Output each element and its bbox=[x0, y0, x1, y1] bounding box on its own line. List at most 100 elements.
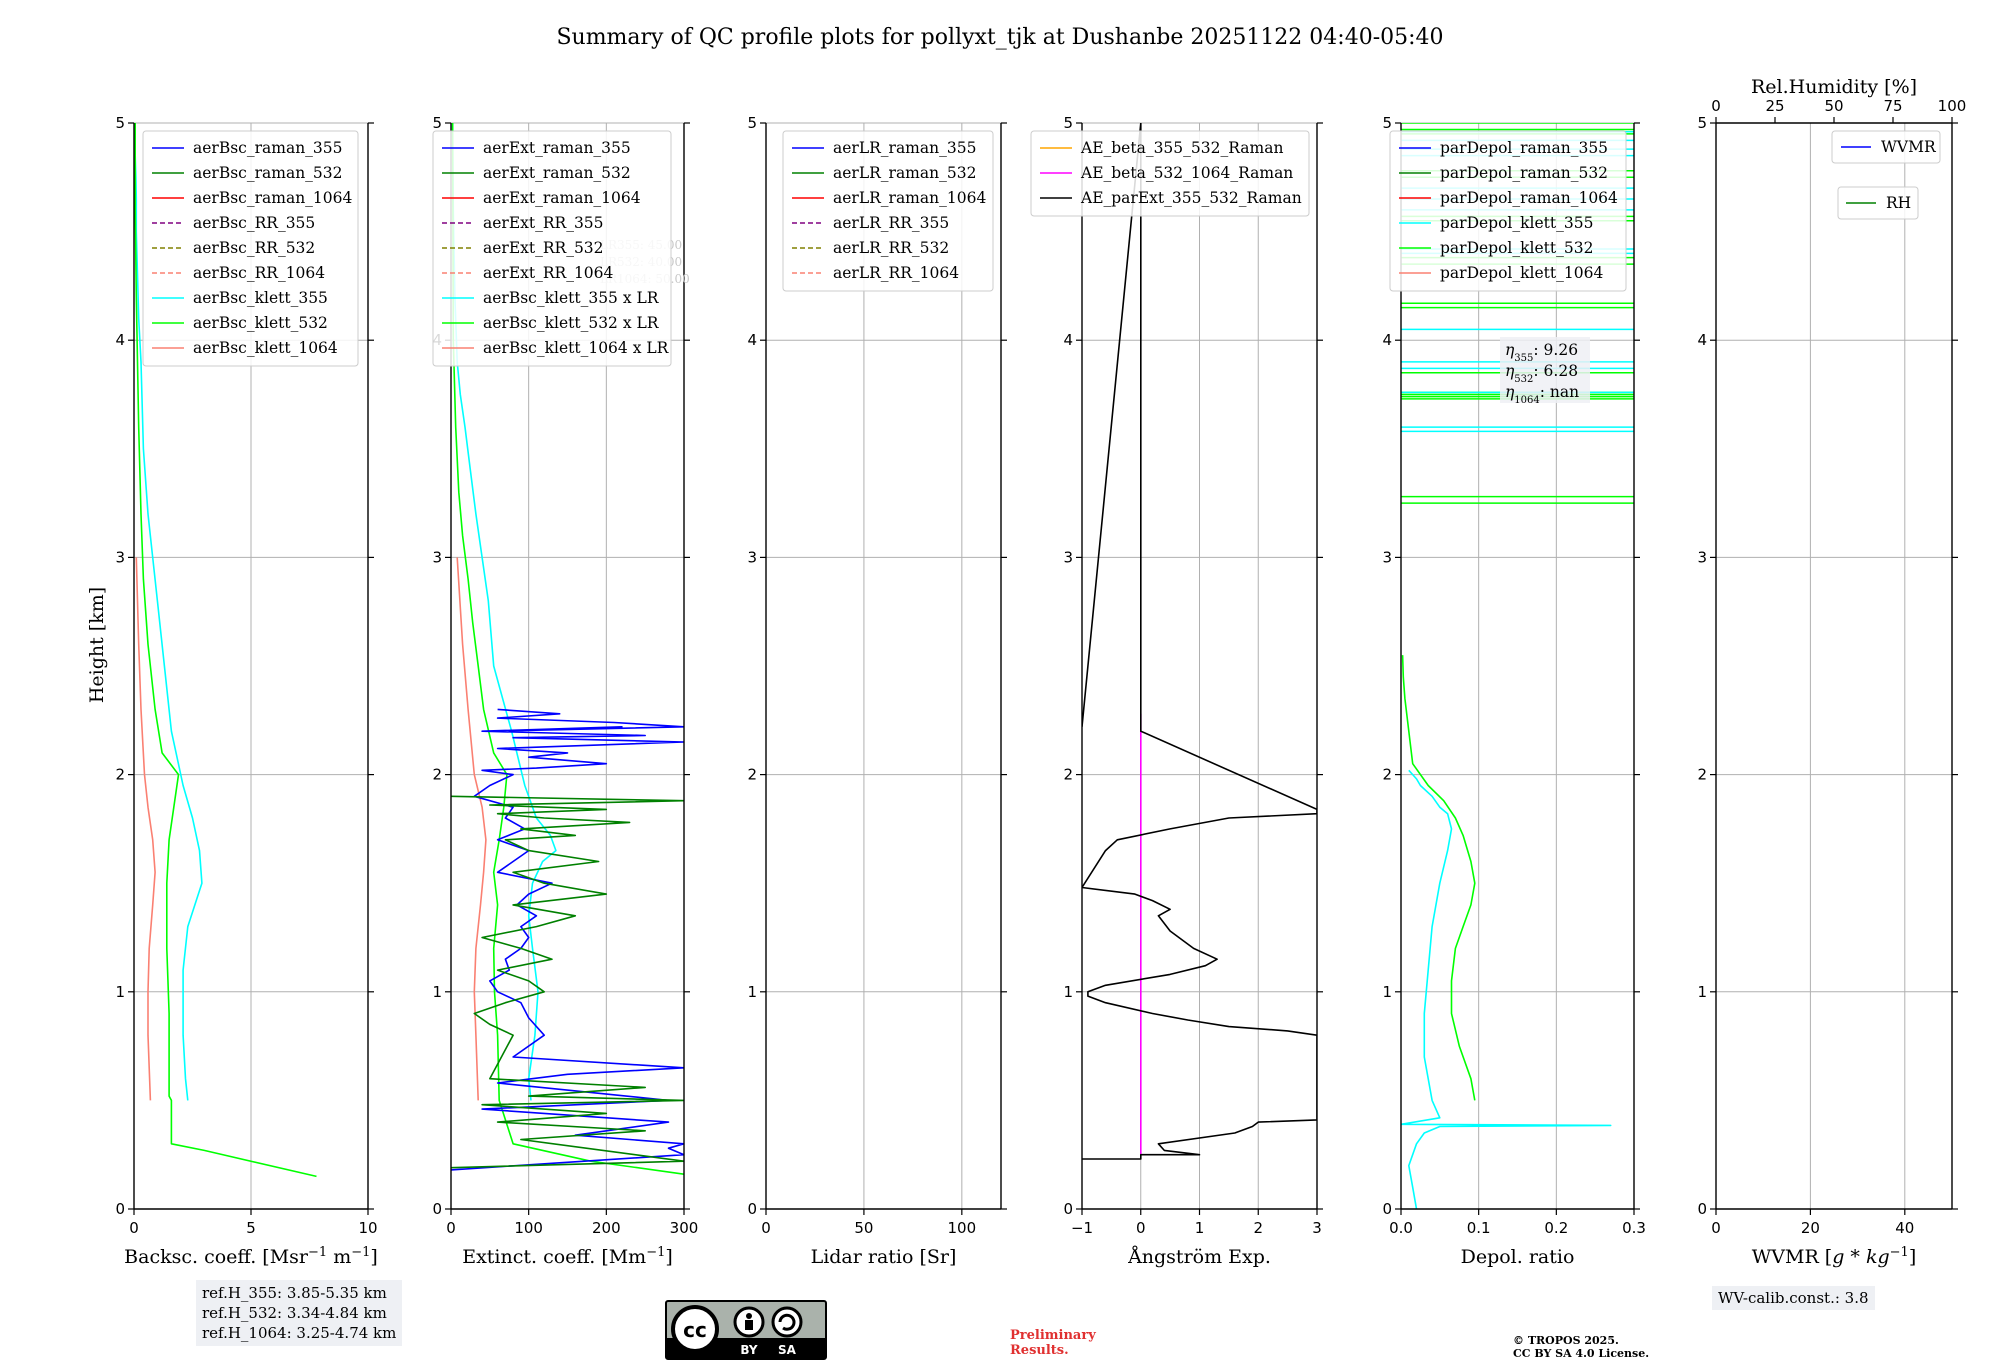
copyright-note: © TROPOS 2025. CC BY SA 4.0 License. bbox=[1513, 1334, 1649, 1360]
x-tick-label: 50 bbox=[854, 1219, 873, 1237]
legend-label: aerBsc_raman_355 bbox=[193, 139, 343, 157]
legend-label: aerBsc_raman_1064 bbox=[193, 189, 353, 207]
legend-label: RH bbox=[1886, 194, 1911, 212]
x-axis-label: Ångström Exp. bbox=[1127, 1246, 1271, 1268]
legend-label: aerBsc_klett_355 x LR bbox=[483, 289, 660, 307]
eta-value: η1064: nan bbox=[1505, 383, 1579, 406]
legend-label: aerExt_raman_532 bbox=[483, 164, 631, 182]
y-tick-label: 5 bbox=[1382, 114, 1392, 132]
legend-lidar_ratio: aerLR_raman_355 aerLR_raman_532 aerLR_rama… bbox=[782, 130, 994, 292]
series-aerBsc_klett_532 bbox=[134, 123, 317, 1178]
figure-title: Summary of QC profile plots for pollyxt_… bbox=[556, 25, 1443, 50]
x-tick-label: 5 bbox=[246, 1219, 256, 1237]
by-text: BY bbox=[740, 1343, 757, 1357]
series-aerExt_raman_355 bbox=[451, 708, 684, 1171]
legend-label: aerLR_RR_355 bbox=[833, 214, 949, 232]
copyright-line-2: CC BY SA 4.0 License. bbox=[1513, 1347, 1650, 1360]
y-tick-label: 5 bbox=[115, 114, 125, 132]
legend-label: aerBsc_klett_1064 bbox=[193, 339, 338, 357]
y-tick-label: 1 bbox=[1697, 983, 1707, 1001]
y-tick-label: 1 bbox=[115, 983, 125, 1001]
legend-label: aerBsc_RR_1064 bbox=[193, 264, 325, 282]
ref-height-532: ref.H_532: 3.34-4.84 km bbox=[202, 1304, 387, 1322]
top-x-tick-label: 25 bbox=[1765, 97, 1784, 115]
y-tick-label: 0 bbox=[747, 1200, 757, 1218]
y-tick-label: 5 bbox=[432, 114, 442, 132]
legend-label: aerExt_raman_1064 bbox=[483, 189, 641, 207]
cc-license-badge: cc BY SA bbox=[665, 1300, 827, 1360]
y-tick-label: 5 bbox=[1063, 114, 1073, 132]
sa-text: SA bbox=[778, 1343, 797, 1357]
legend-label: aerExt_raman_355 bbox=[483, 139, 631, 157]
y-tick-label: 1 bbox=[747, 983, 757, 1001]
series-aerExt_raman_532 bbox=[451, 795, 684, 1169]
y-tick-label: 2 bbox=[1063, 766, 1073, 784]
y-tick-label: 0 bbox=[115, 1200, 125, 1218]
legend-label: parDepol_klett_355 bbox=[1440, 214, 1593, 232]
cc-badge-graphic: cc BY SA bbox=[667, 1305, 825, 1358]
y-tick-label: 3 bbox=[747, 548, 757, 566]
x-tick-label: 10 bbox=[358, 1219, 377, 1237]
x-tick-label: 100 bbox=[948, 1219, 977, 1237]
x-tick-label: 0 bbox=[761, 1219, 771, 1237]
legend-label: aerLR_raman_532 bbox=[833, 164, 976, 182]
y-tick-label: 0 bbox=[1063, 1200, 1073, 1218]
legend-label: aerBsc_klett_532 bbox=[193, 314, 328, 332]
panel-backscatter: 0 5 10 0 1 2 3 4 5 Backsc. coeff. [Msr−1 m−1] aerB… bbox=[115, 114, 377, 1268]
series-aerBsc_klett_355 x LR bbox=[451, 123, 557, 1101]
y-tick-label: 3 bbox=[1063, 548, 1073, 566]
legend-label: AE_parExt_355_532_Raman bbox=[1080, 189, 1302, 207]
x-tick-label: −1 bbox=[1071, 1219, 1093, 1237]
y-tick-label: 4 bbox=[747, 331, 757, 349]
x-tick-label: 0 bbox=[1136, 1219, 1146, 1237]
legend-backscatter: aerBsc_raman_355 aerBsc_raman_532 aerBsc_r… bbox=[142, 130, 359, 367]
x-tick-label: 100 bbox=[514, 1219, 543, 1237]
y-tick-label: 2 bbox=[115, 766, 125, 784]
y-tick-label: 5 bbox=[1697, 114, 1707, 132]
ref-height-1064: ref.H_1064: 3.25-4.74 km bbox=[202, 1324, 397, 1342]
y-tick-label: 4 bbox=[115, 331, 125, 349]
x-tick-label: 40 bbox=[1895, 1219, 1914, 1237]
legend-label: aerExt_RR_1064 bbox=[483, 264, 614, 282]
x-axis-label: Backsc. coeff. [Msr−1 m−1] bbox=[124, 1245, 378, 1269]
series-AE_parExt_355_532_Raman bbox=[1082, 123, 1317, 1160]
y-tick-label: 1 bbox=[1382, 983, 1392, 1001]
panel-lidar-ratio: 0 50 100 0 1 2 3 4 5 Lidar ratio [Sr] aerLR_raman_… bbox=[747, 114, 1007, 1268]
legend-label: parDepol_raman_355 bbox=[1440, 139, 1608, 157]
top-x-tick-label: 100 bbox=[1938, 97, 1967, 115]
cc-icon bbox=[671, 1305, 719, 1353]
x-tick-label: 0 bbox=[446, 1219, 456, 1237]
eta-value: η532: 6.28 bbox=[1505, 362, 1578, 385]
y-tick-label: 3 bbox=[432, 548, 442, 566]
y-tick-label: 0 bbox=[1382, 1200, 1392, 1218]
panel-wvmr: 0 20 40 0 1 2 3 4 5 WVMR [g * kg−1] 0 25 50 75 100 Rel.… bbox=[1697, 76, 1966, 1268]
y-tick-label: 0 bbox=[1697, 1200, 1707, 1218]
x-axis-label: Depol. ratio bbox=[1461, 1246, 1575, 1268]
y-tick-label: 4 bbox=[1697, 331, 1707, 349]
x-tick-label: 0 bbox=[1711, 1219, 1721, 1237]
sa-share-icon bbox=[771, 1306, 803, 1338]
y-tick-label: 2 bbox=[1697, 766, 1707, 784]
y-tick-label: 2 bbox=[1382, 766, 1392, 784]
x-tick-label: 0.2 bbox=[1544, 1219, 1568, 1237]
cc-text: cc bbox=[683, 1318, 707, 1342]
legend-label: aerLR_raman_355 bbox=[833, 139, 976, 157]
y-tick-label: 2 bbox=[747, 766, 757, 784]
x-axis-label: Lidar ratio [Sr] bbox=[811, 1246, 957, 1268]
legend-extinction: aerExt_raman_355 aerExt_raman_532 aerExt_r… bbox=[432, 130, 672, 367]
top-x-tick-label: 0 bbox=[1711, 97, 1721, 115]
panel-extinction: 0100200300012345Extinct. coeff. [Mm−1]LR… bbox=[432, 114, 698, 1268]
legend-angstrom: AE_beta_355_532_Raman AE_beta_532_1064_Ra… bbox=[1030, 130, 1310, 217]
x-tick-label: 20 bbox=[1801, 1219, 1820, 1237]
legend-label: AE_beta_355_532_Raman bbox=[1080, 139, 1283, 157]
legend-label: aerBsc_RR_355 bbox=[193, 214, 315, 232]
y-tick-label: 4 bbox=[1063, 331, 1073, 349]
top-x-axis-label: Rel.Humidity [%] bbox=[1751, 76, 1917, 98]
legend-label: aerLR_raman_1064 bbox=[833, 189, 986, 207]
legend-depol: parDepol_raman_355 parDepol_raman_532 parD… bbox=[1389, 130, 1627, 292]
y-tick-label: 1 bbox=[432, 983, 442, 1001]
series-aerBsc_klett_1064 x LR bbox=[456, 557, 487, 1101]
